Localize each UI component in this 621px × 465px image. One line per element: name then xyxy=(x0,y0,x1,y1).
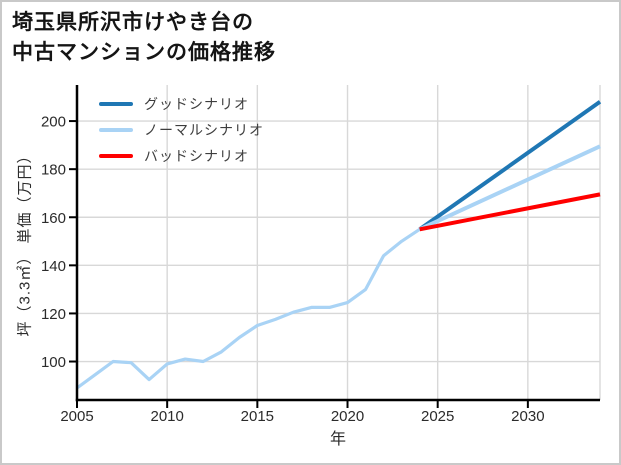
chart-title: 埼玉県所沢市けやき台の 中古マンションの価格推移 xyxy=(12,8,276,68)
y-tick-label: 100 xyxy=(41,354,66,371)
chart-title-line-1: 埼玉県所沢市けやき台の xyxy=(12,11,254,34)
x-tick-label: 2005 xyxy=(60,408,93,425)
y-tick-label: 180 xyxy=(41,162,66,179)
y-tick-label: 160 xyxy=(41,210,66,227)
chart-title-line-2: 中古マンションの価格推移 xyxy=(12,41,276,64)
x-tick-label: 2030 xyxy=(511,408,544,425)
x-tick-label: 2025 xyxy=(421,408,454,425)
series-line-bad-scenario xyxy=(419,192,601,232)
x-tick-label: 2015 xyxy=(241,408,274,425)
x-tick-label: 2020 xyxy=(331,408,364,425)
chart-legend: グッドシナリオ ノーマルシナリオ バッドシナリオ xyxy=(99,95,264,165)
series-line-good-scenario xyxy=(418,100,602,231)
good-scenario-line-swatch xyxy=(99,102,133,106)
normal-scenario-line-swatch xyxy=(99,128,133,132)
x-axis-title: 年 xyxy=(329,431,347,448)
legend-item-bad-scenario: バッドシナリオ xyxy=(99,147,264,165)
bad-scenario-line-swatch xyxy=(99,154,133,158)
y-tick-label: 140 xyxy=(41,258,66,275)
legend-label-good-scenario: グッドシナリオ xyxy=(144,96,249,112)
y-tick-label: 120 xyxy=(41,306,66,323)
y-axis-title: 坪（3.3㎡） 単価（万円） xyxy=(16,147,34,337)
series-line-history xyxy=(76,227,421,390)
legend-label-normal-scenario: ノーマルシナリオ xyxy=(144,122,264,138)
y-tick-label: 200 xyxy=(41,114,66,131)
legend-item-good-scenario: グッドシナリオ xyxy=(99,95,264,113)
series-line-normal-scenario xyxy=(418,144,601,232)
x-tick-label: 2010 xyxy=(150,408,183,425)
legend-label-bad-scenario: バッドシナリオ xyxy=(144,148,249,164)
legend-item-normal-scenario: ノーマルシナリオ xyxy=(99,121,264,139)
